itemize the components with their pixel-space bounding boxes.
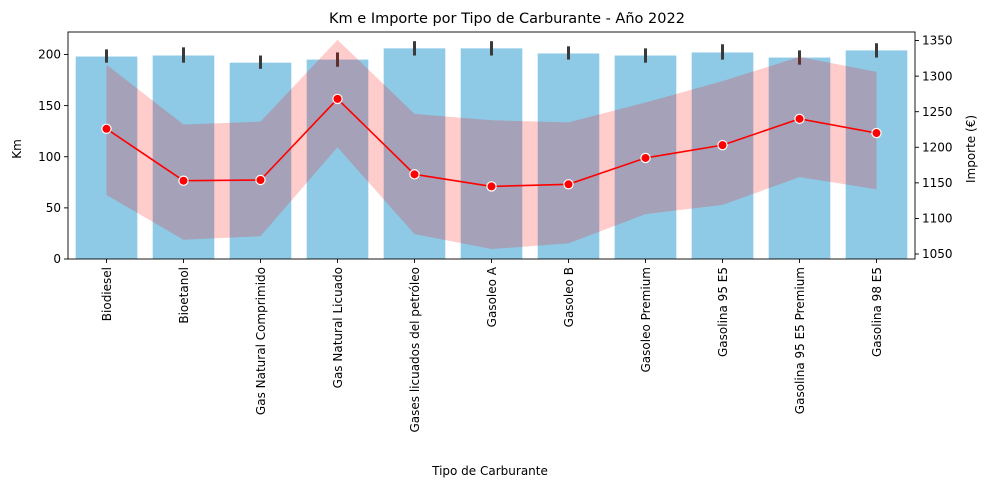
chart-title: Km e Importe por Tipo de Carburante - Añ… bbox=[329, 11, 685, 27]
x-tick-label-11: Gasolina 98 E5 bbox=[870, 267, 884, 357]
importe-point-4 bbox=[332, 93, 343, 105]
importe-point-11 bbox=[871, 127, 882, 139]
x-tick-label-6: Gasoleo A bbox=[485, 266, 499, 327]
x-tick-label-7: Gasoleo B bbox=[562, 267, 576, 327]
x-tick-label-9: Gasolina 95 E5 bbox=[716, 267, 730, 357]
y2-axis-title: Importe (€) bbox=[964, 115, 978, 183]
bar-2 bbox=[152, 55, 215, 259]
y2-tick-label-2: 1150 bbox=[922, 176, 953, 190]
bar-3 bbox=[229, 62, 292, 260]
y-tick-label-1: 50 bbox=[46, 201, 61, 215]
bar-1 bbox=[75, 56, 138, 259]
importe-point-8 bbox=[640, 152, 651, 164]
x-tick-label-5: Gases licuados del petróleo bbox=[408, 267, 422, 433]
bar-9 bbox=[691, 52, 754, 260]
x-axis-title: Tipo de Carburante bbox=[431, 464, 548, 478]
y-tick-label-3: 150 bbox=[38, 99, 61, 113]
y-axis-title: Km bbox=[10, 139, 24, 159]
importe-point-9 bbox=[717, 139, 728, 151]
line-confidence-band bbox=[106, 39, 877, 250]
bar-10 bbox=[768, 57, 831, 260]
x-tick-label-10: Gasolina 95 E5 Premium bbox=[793, 267, 807, 414]
y-tick-label-0: 0 bbox=[53, 252, 61, 266]
importe-point-7 bbox=[563, 179, 574, 190]
y2-tick-label-3: 1200 bbox=[922, 140, 953, 154]
importe-point-6 bbox=[486, 181, 497, 192]
importe-point-1 bbox=[101, 123, 112, 134]
importe-point-5 bbox=[409, 169, 420, 180]
plot-area bbox=[75, 39, 908, 260]
axes: 0 50 100 150 200 1050 1100 1150 1200 1250 1300 1350… bbox=[38, 31, 953, 433]
y2-tick-label-5: 1300 bbox=[922, 69, 953, 83]
bar-6 bbox=[460, 48, 523, 259]
x-tick-label-3: Gas Natural Comprimido bbox=[254, 267, 268, 415]
importe-point-2 bbox=[178, 175, 189, 186]
importe-point-10 bbox=[794, 113, 805, 125]
y2-tick-label-4: 1250 bbox=[922, 105, 953, 119]
bar-7 bbox=[537, 53, 600, 259]
bar-4 bbox=[306, 59, 369, 259]
y2-tick-label-1: 1100 bbox=[922, 212, 953, 226]
x-tick-label-8: Gasoleo Premium bbox=[639, 267, 653, 373]
x-tick-label-4: Gas Natural Licuado bbox=[331, 267, 345, 388]
importe-point-3 bbox=[255, 174, 266, 186]
y2-tick-label-6: 1350 bbox=[922, 34, 953, 48]
y-tick-label-2: 100 bbox=[38, 150, 61, 164]
y2-tick-label-0: 1050 bbox=[922, 247, 953, 261]
y-tick-label-4: 200 bbox=[38, 48, 61, 62]
bar-11 bbox=[845, 50, 908, 259]
x-tick-label-1: Biodiesel bbox=[100, 267, 114, 321]
x-tick-label-2: Bioetanol bbox=[177, 267, 191, 324]
